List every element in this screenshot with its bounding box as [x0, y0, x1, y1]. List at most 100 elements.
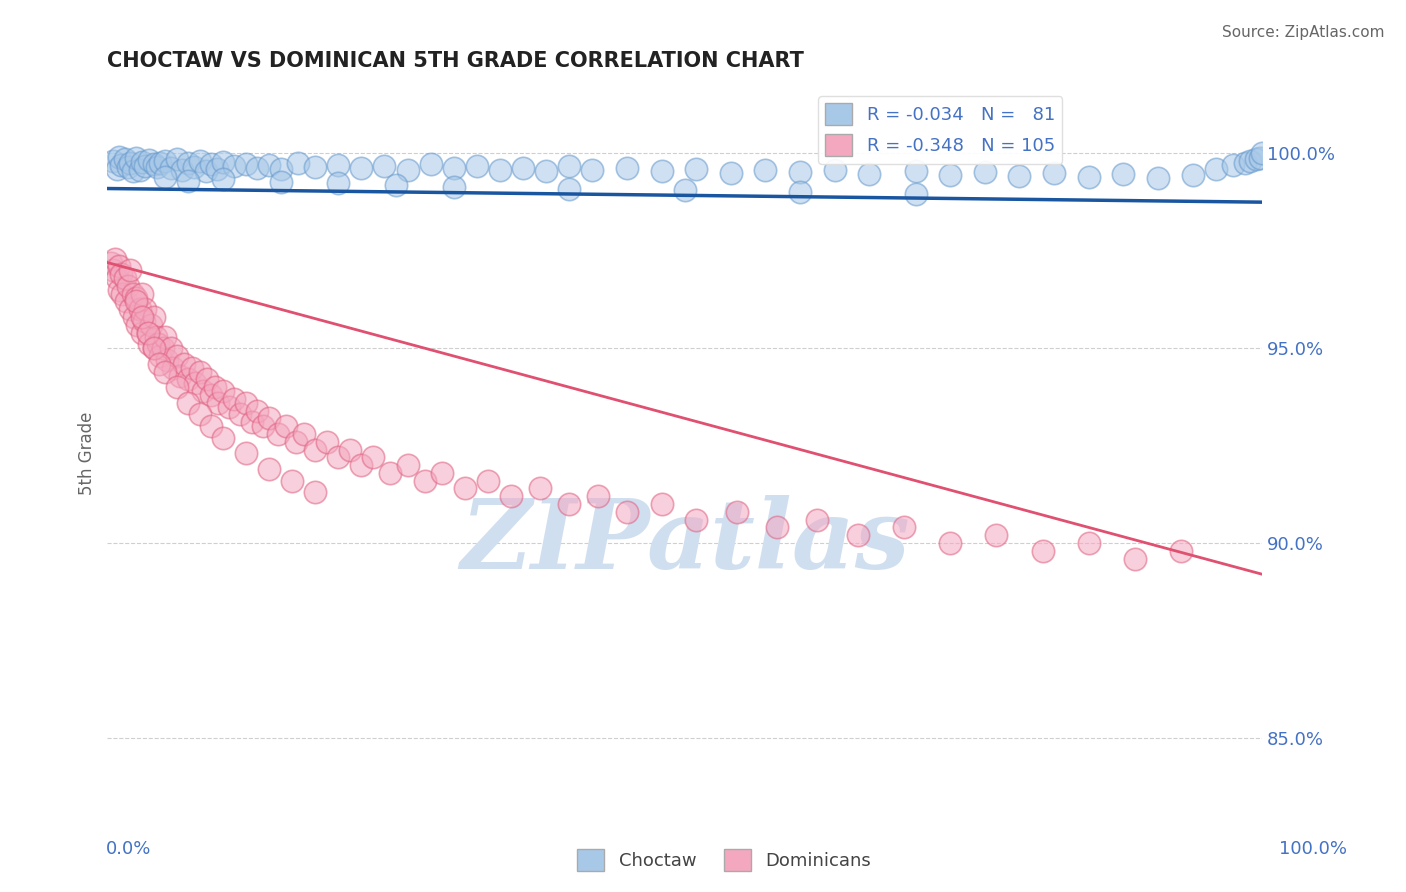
- Point: [180, 360, 202, 375]
- Point: [328, 158, 350, 172]
- Point: [1043, 166, 1066, 180]
- Point: [204, 380, 226, 394]
- Point: [152, 341, 174, 355]
- Point: [893, 520, 915, 534]
- Point: [558, 159, 581, 173]
- Point: [177, 174, 200, 188]
- Point: [160, 161, 183, 176]
- Point: [904, 187, 927, 202]
- Point: [252, 419, 274, 434]
- Point: [257, 411, 280, 425]
- Point: [120, 156, 142, 170]
- Point: [184, 376, 207, 391]
- Point: [149, 156, 172, 170]
- Point: [211, 155, 233, 169]
- Point: [141, 318, 163, 332]
- Point: [211, 431, 233, 445]
- Point: [939, 536, 962, 550]
- Point: [188, 365, 211, 379]
- Point: [162, 360, 184, 375]
- Point: [166, 349, 188, 363]
- Point: [134, 314, 156, 328]
- Point: [114, 153, 136, 167]
- Point: [246, 403, 269, 417]
- Point: [110, 267, 132, 281]
- Point: [270, 174, 292, 188]
- Text: Source: ZipAtlas.com: Source: ZipAtlas.com: [1222, 25, 1385, 40]
- Point: [188, 154, 211, 169]
- Point: [361, 450, 384, 465]
- Point: [128, 162, 150, 177]
- Point: [246, 161, 269, 175]
- Point: [789, 186, 811, 200]
- Point: [267, 426, 290, 441]
- Point: [1031, 543, 1053, 558]
- Point: [193, 384, 215, 398]
- Point: [188, 408, 211, 422]
- Point: [108, 283, 131, 297]
- Point: [465, 159, 488, 173]
- Point: [148, 337, 170, 351]
- Point: [413, 474, 436, 488]
- Point: [443, 179, 465, 194]
- Point: [131, 310, 153, 324]
- Point: [1077, 536, 1099, 550]
- Point: [218, 400, 240, 414]
- Point: [616, 161, 638, 175]
- Point: [177, 372, 200, 386]
- Point: [131, 286, 153, 301]
- Point: [1222, 158, 1244, 172]
- Point: [211, 171, 233, 186]
- Point: [142, 157, 165, 171]
- Point: [134, 159, 156, 173]
- Point: [380, 466, 402, 480]
- Point: [512, 161, 534, 175]
- Point: [534, 164, 557, 178]
- Point: [287, 156, 309, 170]
- Point: [904, 164, 927, 178]
- Point: [501, 489, 523, 503]
- Point: [177, 396, 200, 410]
- Point: [1233, 156, 1256, 170]
- Point: [986, 528, 1008, 542]
- Point: [328, 450, 350, 465]
- Point: [558, 181, 581, 195]
- Point: [1112, 167, 1135, 181]
- Point: [142, 341, 165, 355]
- Point: [315, 434, 337, 449]
- Point: [183, 160, 205, 174]
- Point: [128, 302, 150, 317]
- Point: [125, 151, 148, 165]
- Point: [169, 368, 191, 383]
- Point: [581, 162, 603, 177]
- Text: 0.0%: 0.0%: [105, 840, 150, 858]
- Point: [235, 396, 257, 410]
- Point: [136, 326, 159, 340]
- Point: [1244, 153, 1267, 167]
- Point: [350, 458, 373, 472]
- Point: [304, 160, 326, 174]
- Point: [142, 341, 165, 355]
- Point: [806, 513, 828, 527]
- Point: [432, 466, 454, 480]
- Point: [138, 153, 160, 168]
- Point: [122, 310, 145, 324]
- Text: 100.0%: 100.0%: [1279, 840, 1347, 858]
- Point: [1170, 543, 1192, 558]
- Point: [257, 158, 280, 172]
- Point: [125, 291, 148, 305]
- Point: [110, 158, 132, 172]
- Point: [973, 165, 995, 179]
- Point: [108, 260, 131, 274]
- Point: [529, 482, 551, 496]
- Point: [145, 329, 167, 343]
- Point: [136, 326, 159, 340]
- Point: [1249, 151, 1271, 165]
- Point: [443, 161, 465, 176]
- Point: [235, 157, 257, 171]
- Point: [229, 408, 252, 422]
- Point: [477, 474, 499, 488]
- Point: [373, 159, 395, 173]
- Point: [114, 271, 136, 285]
- Point: [454, 482, 477, 496]
